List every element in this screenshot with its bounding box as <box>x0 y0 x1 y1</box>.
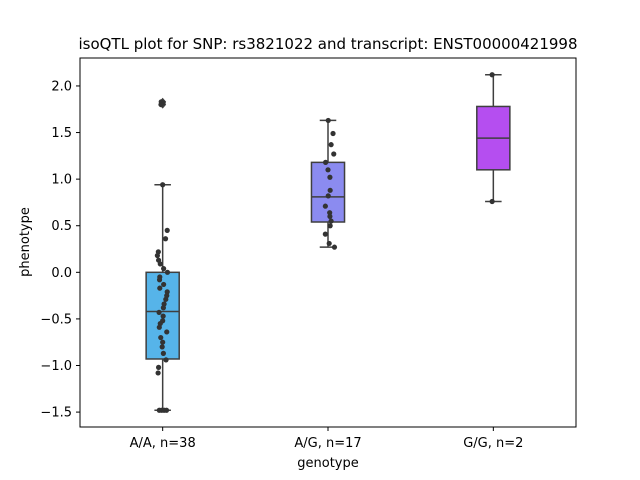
data-point <box>155 370 161 376</box>
x-tick-label: G/G, n=2 <box>463 436 523 451</box>
data-point <box>156 277 163 283</box>
y-tick-label: −1.0 <box>40 359 72 374</box>
data-point <box>327 223 333 229</box>
points-layer <box>154 72 495 413</box>
data-point <box>331 151 337 157</box>
box-group-3 <box>476 74 511 203</box>
data-point <box>159 344 165 350</box>
data-point <box>164 269 171 275</box>
data-point <box>325 117 331 124</box>
data-point <box>164 227 170 233</box>
data-point <box>160 182 166 188</box>
data-point <box>158 334 164 341</box>
data-point <box>331 244 338 250</box>
data-point <box>158 101 164 108</box>
y-tick-label: −0.5 <box>40 312 72 327</box>
data-point <box>327 213 333 220</box>
data-point <box>489 198 495 205</box>
data-point <box>330 130 336 137</box>
y-tick-label: 2.0 <box>51 79 72 94</box>
data-point <box>328 218 334 224</box>
data-point <box>163 407 170 413</box>
data-point <box>161 265 167 272</box>
x-axis: A/A, n=38 A/G, n=17 G/G, n=2 <box>130 427 523 451</box>
data-point <box>157 261 163 267</box>
x-axis-label: genotype <box>297 456 358 471</box>
data-point <box>322 203 328 209</box>
box-group-2 <box>310 119 346 248</box>
data-point <box>156 324 162 330</box>
data-point <box>489 72 495 78</box>
x-tick-label: A/A, n=38 <box>130 436 196 451</box>
data-point <box>325 167 331 173</box>
data-point <box>160 339 166 345</box>
y-axis-label: phenotype <box>18 207 33 277</box>
data-point <box>155 364 162 370</box>
y-tick-label: 0.0 <box>51 266 72 281</box>
data-point <box>162 236 169 242</box>
data-point <box>160 305 166 311</box>
data-point <box>157 285 163 291</box>
data-point <box>327 187 333 193</box>
y-tick-label: 1.5 <box>51 126 72 141</box>
data-point <box>160 313 166 319</box>
box-group-1 <box>145 97 180 411</box>
data-point <box>163 357 169 363</box>
data-point <box>161 281 167 288</box>
chart-title: isoQTL plot for SNP: rs3821022 and trans… <box>78 35 577 53</box>
data-point <box>154 252 160 259</box>
data-point <box>163 296 169 302</box>
data-point <box>322 231 328 237</box>
y-tick-label: 0.5 <box>51 219 72 234</box>
data-point <box>160 350 166 356</box>
x-tick-label: A/G, n=17 <box>294 436 361 451</box>
data-point <box>156 309 162 315</box>
data-point <box>327 210 333 216</box>
y-tick-label: −1.5 <box>40 406 72 421</box>
data-point <box>325 193 331 199</box>
data-point <box>323 159 329 165</box>
data-point <box>328 142 334 148</box>
y-axis: −1.5 −1.0 −0.5 0.0 0.5 1.0 1.5 2.0 <box>40 79 80 421</box>
data-point <box>326 240 332 247</box>
y-tick-label: 1.0 <box>51 173 72 188</box>
data-point <box>327 174 333 180</box>
data-point <box>164 329 170 335</box>
